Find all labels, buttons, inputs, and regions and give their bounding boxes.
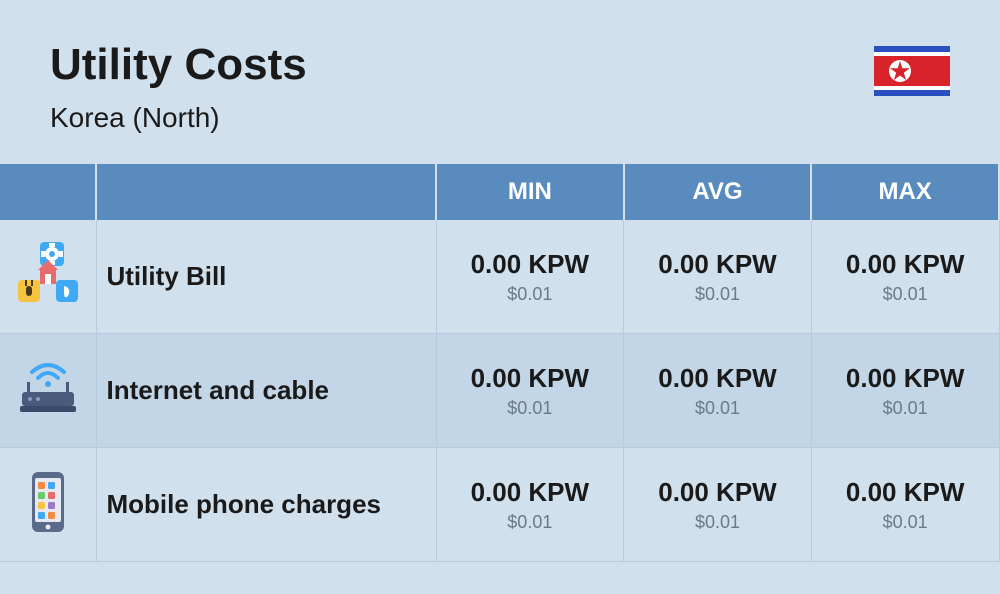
value-primary: 0.00 KPW <box>822 363 989 394</box>
utility-bill-icon <box>14 240 82 308</box>
header: Utility Costs Korea (North) <box>0 0 1000 164</box>
page-title: Utility Costs <box>50 40 307 90</box>
value-primary: 0.00 KPW <box>447 249 614 280</box>
value-primary: 0.00 KPW <box>634 249 801 280</box>
internet-cable-icon <box>14 354 82 422</box>
value-primary: 0.00 KPW <box>822 249 989 280</box>
page-subtitle: Korea (North) <box>50 102 307 134</box>
mobile-phone-icon <box>14 468 82 536</box>
row-icon-cell <box>0 334 96 448</box>
value-secondary: $0.01 <box>447 512 614 533</box>
value-primary: 0.00 KPW <box>634 477 801 508</box>
value-primary: 0.00 KPW <box>447 363 614 394</box>
value-primary: 0.00 KPW <box>447 477 614 508</box>
value-secondary: $0.01 <box>634 512 801 533</box>
cell-max: 0.00 KPW $0.01 <box>811 334 999 448</box>
cell-avg: 0.00 KPW $0.01 <box>624 334 812 448</box>
table-row: Utility Bill 0.00 KPW $0.01 0.00 KPW $0.… <box>0 220 999 334</box>
cell-min: 0.00 KPW $0.01 <box>436 334 624 448</box>
value-secondary: $0.01 <box>822 512 989 533</box>
north-korea-flag-icon <box>874 46 950 96</box>
row-label: Utility Bill <box>96 220 436 334</box>
value-primary: 0.00 KPW <box>634 363 801 394</box>
title-block: Utility Costs Korea (North) <box>50 40 307 134</box>
col-max: MAX <box>811 164 999 220</box>
col-label <box>96 164 436 220</box>
value-primary: 0.00 KPW <box>822 477 989 508</box>
value-secondary: $0.01 <box>634 398 801 419</box>
cell-max: 0.00 KPW $0.01 <box>811 220 999 334</box>
table-row: Internet and cable 0.00 KPW $0.01 0.00 K… <box>0 334 999 448</box>
col-icon <box>0 164 96 220</box>
value-secondary: $0.01 <box>447 284 614 305</box>
costs-table: MIN AVG MAX <box>0 164 1000 562</box>
value-secondary: $0.01 <box>634 284 801 305</box>
row-icon-cell <box>0 448 96 562</box>
row-icon-cell <box>0 220 96 334</box>
table-header-row: MIN AVG MAX <box>0 164 999 220</box>
row-label: Internet and cable <box>96 334 436 448</box>
cell-avg: 0.00 KPW $0.01 <box>624 220 812 334</box>
col-min: MIN <box>436 164 624 220</box>
value-secondary: $0.01 <box>822 398 989 419</box>
col-avg: AVG <box>624 164 812 220</box>
row-label: Mobile phone charges <box>96 448 436 562</box>
value-secondary: $0.01 <box>822 284 989 305</box>
value-secondary: $0.01 <box>447 398 614 419</box>
cell-min: 0.00 KPW $0.01 <box>436 448 624 562</box>
cell-avg: 0.00 KPW $0.01 <box>624 448 812 562</box>
cell-min: 0.00 KPW $0.01 <box>436 220 624 334</box>
cell-max: 0.00 KPW $0.01 <box>811 448 999 562</box>
table-row: Mobile phone charges 0.00 KPW $0.01 0.00… <box>0 448 999 562</box>
